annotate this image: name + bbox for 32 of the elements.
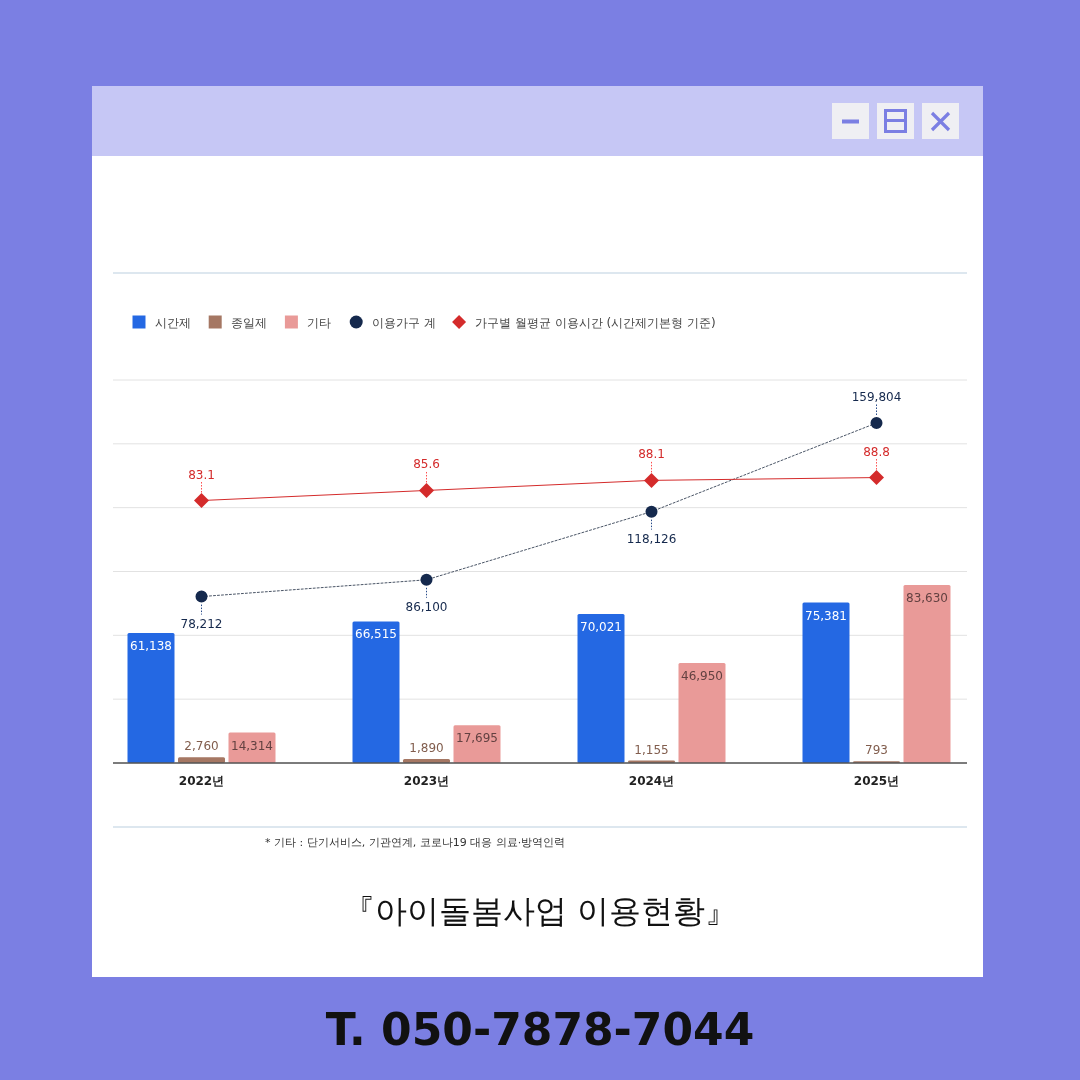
- x-tick-label: 2024년: [628, 774, 675, 788]
- data-label: 85.6: [413, 457, 440, 472]
- data-label: 61,138: [130, 638, 172, 653]
- data-label: 118,126: [626, 531, 677, 546]
- data-label: 86,100: [405, 599, 448, 614]
- legend-label: 가구별 월평균 이용시간 (시간제기본형 기준): [475, 315, 716, 330]
- data-label: 14,314: [231, 738, 273, 753]
- data-label: 1,890: [409, 740, 444, 755]
- x-tick-label: 2022년: [178, 774, 225, 788]
- data-label: 88.1: [638, 447, 665, 462]
- data-label: 46,950: [681, 669, 723, 684]
- data-label: 78,212: [180, 616, 223, 631]
- x-tick-label: 2023년: [403, 774, 450, 788]
- data-label: 17,695: [456, 731, 498, 746]
- data-label: 66,515: [355, 627, 397, 642]
- data-label: 70,021: [580, 620, 622, 635]
- data-label: 75,381: [805, 608, 847, 623]
- text: 『아이돌봄사업 이용현황』: [342, 892, 738, 930]
- legend-label: 이용가구 계: [372, 315, 437, 330]
- data-label: 83,630: [906, 591, 948, 606]
- data-label: 2,760: [184, 739, 219, 754]
- text: * 기타 : 단기서비스, 기관연계, 코로나19 대응 의료·방역인력: [265, 836, 566, 849]
- legend-label: 시간제: [155, 315, 191, 330]
- data-label: 159,804: [851, 389, 902, 404]
- text: T. 050-7878-7044: [325, 1004, 755, 1055]
- x-tick-label: 2025년: [853, 774, 900, 788]
- data-label: 83.1: [188, 467, 215, 482]
- legend-label: 기타: [307, 315, 332, 330]
- data-label: 88.8: [863, 444, 890, 459]
- data-label: 1,155: [634, 742, 669, 757]
- legend-label: 종일제: [231, 315, 268, 330]
- data-label: 793: [865, 743, 888, 758]
